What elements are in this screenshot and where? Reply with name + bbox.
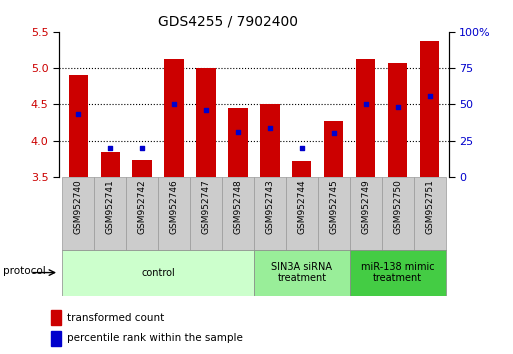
Bar [356, 59, 376, 177]
Bar [165, 59, 184, 177]
Bar [254, 250, 350, 296]
Bar [190, 177, 222, 250]
Point [106, 145, 114, 151]
Point [138, 145, 146, 151]
Bar [413, 177, 446, 250]
Text: GSM952745: GSM952745 [329, 179, 339, 234]
Bar [126, 177, 158, 250]
Bar [324, 121, 343, 177]
Bar [158, 177, 190, 250]
Point [298, 145, 306, 151]
Text: GSM952749: GSM952749 [361, 179, 370, 234]
Point [74, 111, 82, 117]
Bar [51, 331, 61, 346]
Point [330, 131, 338, 136]
Text: percentile rank within the sample: percentile rank within the sample [67, 333, 243, 343]
Bar [101, 152, 120, 177]
Bar [286, 177, 318, 250]
Bar [350, 250, 446, 296]
Text: GSM952741: GSM952741 [106, 179, 114, 234]
Text: GSM952746: GSM952746 [169, 179, 179, 234]
Bar [94, 177, 126, 250]
Bar [420, 41, 439, 177]
Point [170, 102, 178, 107]
Text: miR-138 mimic
treatment: miR-138 mimic treatment [361, 262, 435, 284]
Bar [382, 177, 413, 250]
Bar [69, 75, 88, 177]
Bar [260, 104, 280, 177]
Bar [388, 63, 407, 177]
Text: GSM952751: GSM952751 [425, 179, 434, 234]
Point [362, 102, 370, 107]
Bar [254, 177, 286, 250]
Bar [292, 161, 311, 177]
Point [234, 129, 242, 135]
Text: GSM952748: GSM952748 [233, 179, 243, 234]
Point [202, 107, 210, 112]
Text: GSM952744: GSM952744 [298, 179, 306, 234]
Bar [318, 177, 350, 250]
Bar [62, 177, 94, 250]
Point [426, 93, 434, 98]
Bar [132, 160, 152, 177]
Text: transformed count: transformed count [67, 313, 164, 323]
Bar [350, 177, 382, 250]
Text: GSM952747: GSM952747 [202, 179, 210, 234]
Bar [222, 177, 254, 250]
Bar [51, 310, 61, 325]
Text: GSM952750: GSM952750 [393, 179, 402, 234]
Text: SIN3A siRNA
treatment: SIN3A siRNA treatment [271, 262, 332, 284]
Text: GSM952740: GSM952740 [74, 179, 83, 234]
Bar [62, 250, 254, 296]
Bar [228, 108, 248, 177]
Text: GSM952743: GSM952743 [265, 179, 274, 234]
Text: GSM952742: GSM952742 [137, 179, 147, 234]
Point [266, 126, 274, 131]
Point [393, 104, 402, 109]
Text: protocol: protocol [3, 266, 45, 276]
Bar [196, 68, 215, 177]
Text: control: control [141, 268, 175, 278]
Text: GDS4255 / 7902400: GDS4255 / 7902400 [159, 14, 298, 28]
